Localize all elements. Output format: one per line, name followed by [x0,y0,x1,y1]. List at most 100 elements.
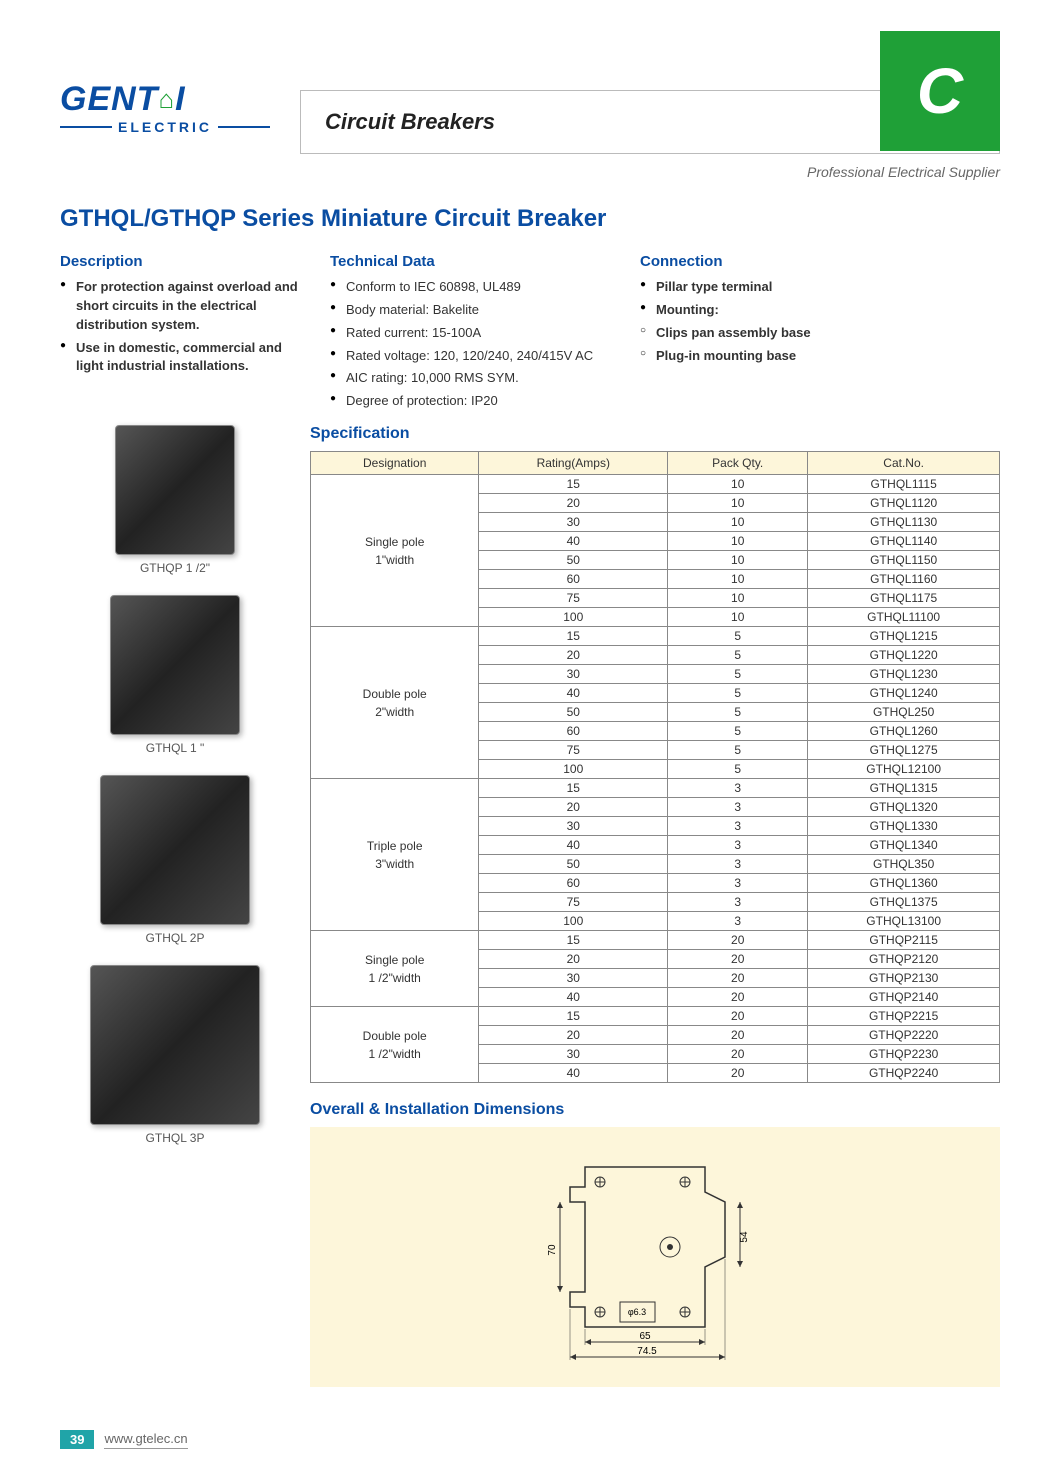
table-cell: GTHQL250 [808,703,1000,722]
subtitle: Professional Electrical Supplier [60,164,1000,180]
table-cell: GTHQP2220 [808,1026,1000,1045]
table-cell: 60 [479,570,668,589]
table-cell: 100 [479,760,668,779]
list-item: Conform to IEC 60898, UL489 [330,278,620,297]
page-footer: 39 www.gtelec.cn [60,1430,188,1449]
table-cell: GTHQL1340 [808,836,1000,855]
table-cell: 3 [668,855,808,874]
connection-heading: Connection [640,253,1000,270]
table-cell: GTHQL12100 [808,760,1000,779]
table-cell: 50 [479,703,668,722]
table-cell: GTHQL1330 [808,817,1000,836]
product-image-placeholder [90,965,260,1125]
table-cell: 20 [668,969,808,988]
table-cell: 3 [668,874,808,893]
spec-heading: Specification [310,425,1000,443]
spec-table: DesignationRating(Amps)Pack Qty.Cat.No.S… [310,451,1000,1083]
table-cell: 20 [668,988,808,1007]
table-cell: 5 [668,703,808,722]
table-cell: 10 [668,608,808,627]
section-title: Circuit Breakers [325,109,495,134]
series-title: GTHQL/GTHQP Series Miniature Circuit Bre… [60,205,1000,233]
logo-rule-left [60,126,112,128]
table-cell: GTHQL1360 [808,874,1000,893]
table-cell: GTHQL1130 [808,513,1000,532]
list-item: Body material: Bakelite [330,301,620,320]
list-item: Degree of protection: IP20 [330,392,620,411]
table-cell: 3 [668,817,808,836]
product-figure: GTHQL 3P [60,965,290,1145]
table-cell: GTHQL1140 [808,532,1000,551]
dims-heading: Overall & Installation Dimensions [310,1101,1000,1119]
product-caption: GTHQL 2P [60,931,290,945]
table-row: Single pole1 /2"width1520GTHQP2115 [311,931,1000,950]
brand-logo: GENT⌂I ELECTRIC [60,30,270,135]
table-cell: GTHQL350 [808,855,1000,874]
table-cell: 30 [479,969,668,988]
brand-i: I [175,80,185,118]
product-image-placeholder [100,775,250,925]
technical-column: Technical Data Conform to IEC 60898, UL4… [330,253,620,415]
table-cell: GTHQL1315 [808,779,1000,798]
table-cell: 15 [479,931,668,950]
product-caption: GTHQP 1 /2" [60,561,290,575]
table-cell: 20 [668,1064,808,1083]
list-item: Rated voltage: 120, 120/240, 240/415V AC [330,347,620,366]
table-cell: 20 [668,1045,808,1064]
product-images-column: GTHQP 1 /2" GTHQL 1 " GTHQL 2P GTHQL 3P [60,425,290,1387]
table-header: Rating(Amps) [479,452,668,475]
table-cell: 3 [668,798,808,817]
logo-rule-right [218,126,270,128]
designation-cell: Double pole2"width [311,627,479,779]
table-cell: GTHQL11100 [808,608,1000,627]
table-cell: 10 [668,551,808,570]
technical-heading: Technical Data [330,253,620,270]
table-cell: 20 [479,646,668,665]
table-cell: GTHQL1160 [808,570,1000,589]
brand-house-icon: ⌂ [158,84,175,114]
table-cell: 20 [479,950,668,969]
table-cell: GTHQL1115 [808,475,1000,494]
product-caption: GTHQL 3P [60,1131,290,1145]
table-cell: GTHQP2115 [808,931,1000,950]
table-cell: 30 [479,513,668,532]
product-caption: GTHQL 1 " [60,741,290,755]
description-column: Description For protection against overl… [60,253,310,415]
table-cell: 10 [668,532,808,551]
table-cell: 40 [479,836,668,855]
table-cell: 5 [668,722,808,741]
table-cell: 15 [479,779,668,798]
svg-text:70: 70 [547,1244,558,1256]
section-title-box: Circuit Breakers C [300,90,1000,154]
svg-text:65: 65 [639,1331,651,1342]
product-figure: GTHQL 2P [60,775,290,945]
table-cell: 20 [479,1026,668,1045]
list-item: For protection against overload and shor… [60,278,310,335]
table-cell: 75 [479,741,668,760]
designation-cell: Single pole1 /2"width [311,931,479,1007]
table-cell: 75 [479,893,668,912]
table-header: Pack Qty. [668,452,808,475]
list-item: Pillar type terminal [640,278,1000,297]
table-header: Designation [311,452,479,475]
table-cell: 40 [479,532,668,551]
table-cell: 100 [479,912,668,931]
footer-url: www.gtelec.cn [104,1431,187,1449]
designation-cell: Single pole1"width [311,475,479,627]
list-item: Clips pan assembly base [640,324,1000,343]
page-header: GENT⌂I ELECTRIC Circuit Breakers C [60,30,1000,154]
table-cell: 30 [479,665,668,684]
table-cell: 40 [479,988,668,1007]
table-cell: 30 [479,1045,668,1064]
product-image-placeholder [110,595,240,735]
section-tab: C [880,31,1000,151]
table-cell: 3 [668,779,808,798]
brand-sub: ELECTRIC [118,119,212,135]
table-cell: GTHQL13100 [808,912,1000,931]
table-cell: GTHQL1220 [808,646,1000,665]
table-cell: 20 [668,931,808,950]
table-cell: 100 [479,608,668,627]
product-image-placeholder [115,425,235,555]
designation-cell: Triple pole3"width [311,779,479,931]
table-cell: 20 [479,494,668,513]
